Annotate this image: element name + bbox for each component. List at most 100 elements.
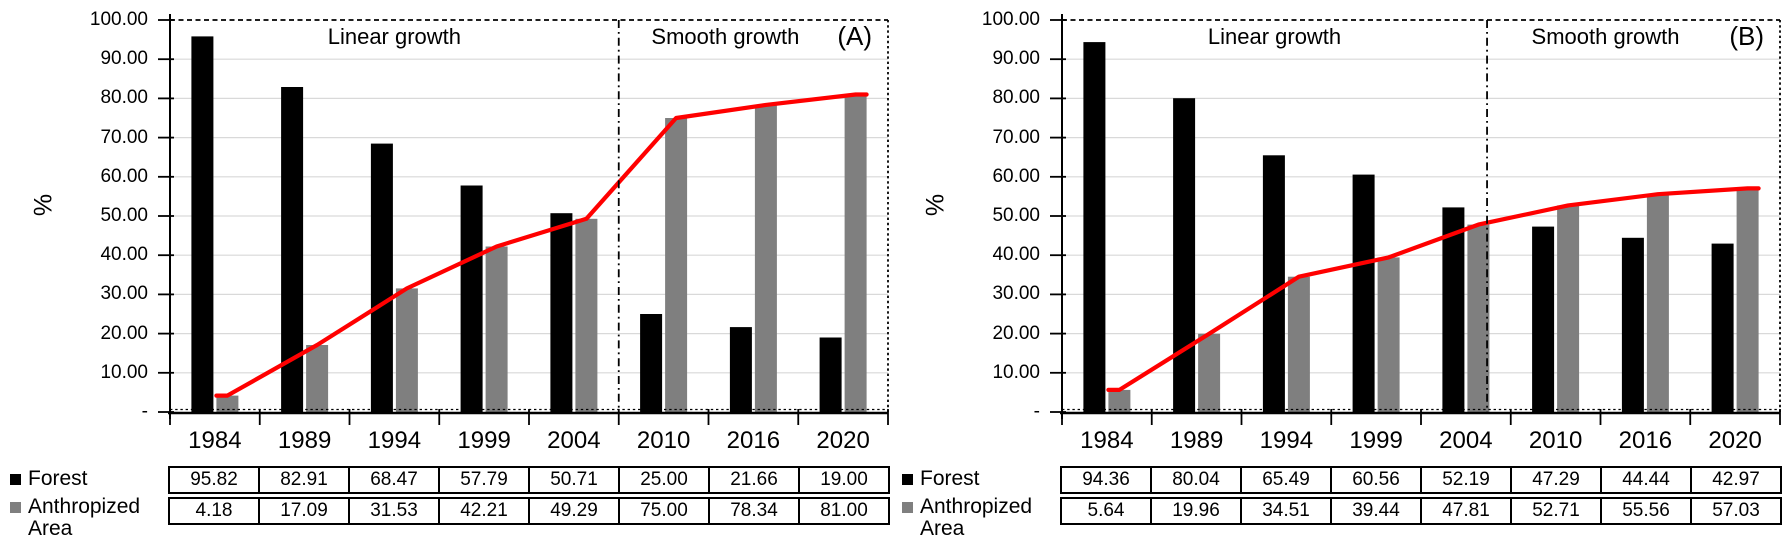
y-axis-tick-label: 100.00 [981,9,1040,30]
table-cell: 4.18 [170,499,260,523]
section-label-linear-growth: Linear growth [327,24,462,49]
table-cell: 80.04 [1152,468,1242,492]
y-axis-tick-label: 20.00 [992,322,1040,344]
y-axis-tick-label: 50.00 [100,205,148,226]
table-row-forest: 95.82 82.91 68.47 57.79 50.71 25.00 21.66 19.00 [168,466,890,494]
forest-bar-2016 [1621,237,1644,412]
forest-bar-2020 [819,337,842,412]
y-axis-tick-label: 60.00 [992,165,1040,187]
x-axis-tick-label: 2016 [1618,427,1673,454]
anthropized-bar-2004 [575,218,598,412]
y-axis-tick-label: 80.00 [100,87,148,109]
section-label-linear-growth: Linear growth [1207,24,1342,49]
table-cell: 60.56 [1332,468,1422,492]
legend-label: Anthropized Area [920,495,1033,540]
forest-bar-1984 [1083,42,1106,412]
x-axis-tick-label: 1999 [1349,427,1403,454]
x-axis-tick-label: 1994 [1259,427,1314,454]
table-cell: 50.71 [530,468,620,492]
y-axis-tick-label: 10.00 [992,361,1040,383]
table-cell: 19.96 [1152,499,1242,523]
chart-panel-a: % 100.00 90.00 80.00 70.00 60.00 50.00 40.00 30.… [0,0,891,555]
table-cell: 25.00 [620,468,710,492]
table-cell: 42.21 [440,499,530,523]
y-axis-tick-label: 30.00 [992,283,1040,305]
forest-bar-1989 [281,87,304,412]
y-axis-title: % [921,193,950,217]
forest-legend-swatch [902,474,913,485]
x-axis-tick-label: 1989 [1169,427,1224,454]
table-cell: 82.91 [260,468,350,492]
y-axis-tick-label: 100.00 [89,9,148,30]
data-table: 94.36 80.04 65.49 60.56 52.19 47.29 44.44 42.97… [1060,466,1782,528]
table-cell: 81.00 [820,500,868,521]
table-cell: 47.81 [1422,499,1512,523]
anthropized-legend-swatch [10,502,21,513]
legend-item-forest: Forest [902,468,1060,490]
table-cell: 21.66 [710,468,800,492]
table-cell: 39.44 [1332,499,1422,523]
x-axis-tick-label: 2010 [1528,427,1583,454]
anthropized-trend-line [214,92,869,398]
anthropized-bar-1994 [1287,276,1310,412]
anthropized-bar-2010 [665,118,688,412]
x-axis-tick-label: 2016 [726,427,781,454]
x-axis-tick-label: 1999 [457,427,511,454]
plot-area [1050,14,1781,425]
anthropized-bar-2020 [1736,188,1759,412]
panel-label: (A) [837,21,872,51]
anthropized-bar-1984 [1108,389,1131,412]
table-row-anthropized-area: 5.64 19.96 34.51 39.44 47.81 52.71 55.56 57.03 [1060,497,1782,525]
table-cell: 55.56 [1602,499,1692,523]
table-cell: 75.00 [620,499,710,523]
y-axis-tick-label: 90.00 [992,48,1040,70]
x-axis-tick-label: 2004 [1439,427,1493,454]
table-cell: 57.79 [440,468,530,492]
table-cell: 31.53 [350,499,440,523]
chart-panel-b: % 100.00 90.00 80.00 70.00 60.00 50.00 40.00 30.… [892,0,1783,555]
x-axis-tick-label: 2020 [1708,427,1762,454]
legend-item-forest: Forest [10,468,168,490]
legend-label: Anthropized Area [28,495,141,540]
x-axis-tick-label: 1994 [367,427,422,454]
y-axis-tick-label: 40.00 [100,244,148,266]
table-row-forest: 94.36 80.04 65.49 60.56 52.19 47.29 44.44 42.97 [1060,466,1782,494]
anthropized-bar-2020 [844,94,867,412]
table-cell: 34.51 [1242,499,1332,523]
table-cell: 19.00 [820,469,868,490]
table-cell: 49.29 [530,499,620,523]
forest-bar-1999 [1352,174,1375,412]
forest-legend-swatch [10,474,21,485]
y-axis-title: % [29,193,58,217]
section-label-smooth-growth: Smooth growth [651,24,800,49]
table-row-anthropized-area: 4.18 17.09 31.53 42.21 49.29 75.00 78.34 81.00 [168,497,890,525]
x-axis-tick-label: 1989 [277,427,332,454]
x-axis-tick-label: 2020 [816,427,870,454]
panel-label: (B) [1729,21,1764,51]
table-cell: 52.71 [1512,499,1602,523]
section-label-smooth-growth: Smooth growth [1531,24,1680,49]
anthropized-bar-1989 [306,345,329,412]
anthropized-bar-2016 [1646,194,1669,412]
table-cell: 42.97 [1712,469,1760,490]
table-cell: 68.47 [350,468,440,492]
anthropized-bar-1984 [216,395,239,412]
forest-bar-1999 [460,185,483,412]
forest-bar-2016 [729,327,752,412]
table-cell: 65.49 [1242,468,1332,492]
forest-bar-1989 [1173,98,1196,412]
y-axis-tick-label: 80.00 [992,87,1040,109]
y-axis-tick-label: 50.00 [992,205,1040,226]
x-axis-tick-label: 2004 [547,427,601,454]
anthropized-legend-swatch [902,502,913,513]
y-axis-tick-label: 20.00 [100,322,148,344]
y-axis-tick-label: 60.00 [100,165,148,187]
data-table: 95.82 82.91 68.47 57.79 50.71 25.00 21.66 19.00… [168,466,890,528]
table-cell: 5.64 [1062,499,1152,523]
y-axis-tick-label: - [141,401,148,422]
table-cell: 44.44 [1602,468,1692,492]
legend-label: Forest [920,467,980,490]
forest-bar-1994 [370,143,393,412]
table-cell: 57.03 [1712,500,1760,521]
